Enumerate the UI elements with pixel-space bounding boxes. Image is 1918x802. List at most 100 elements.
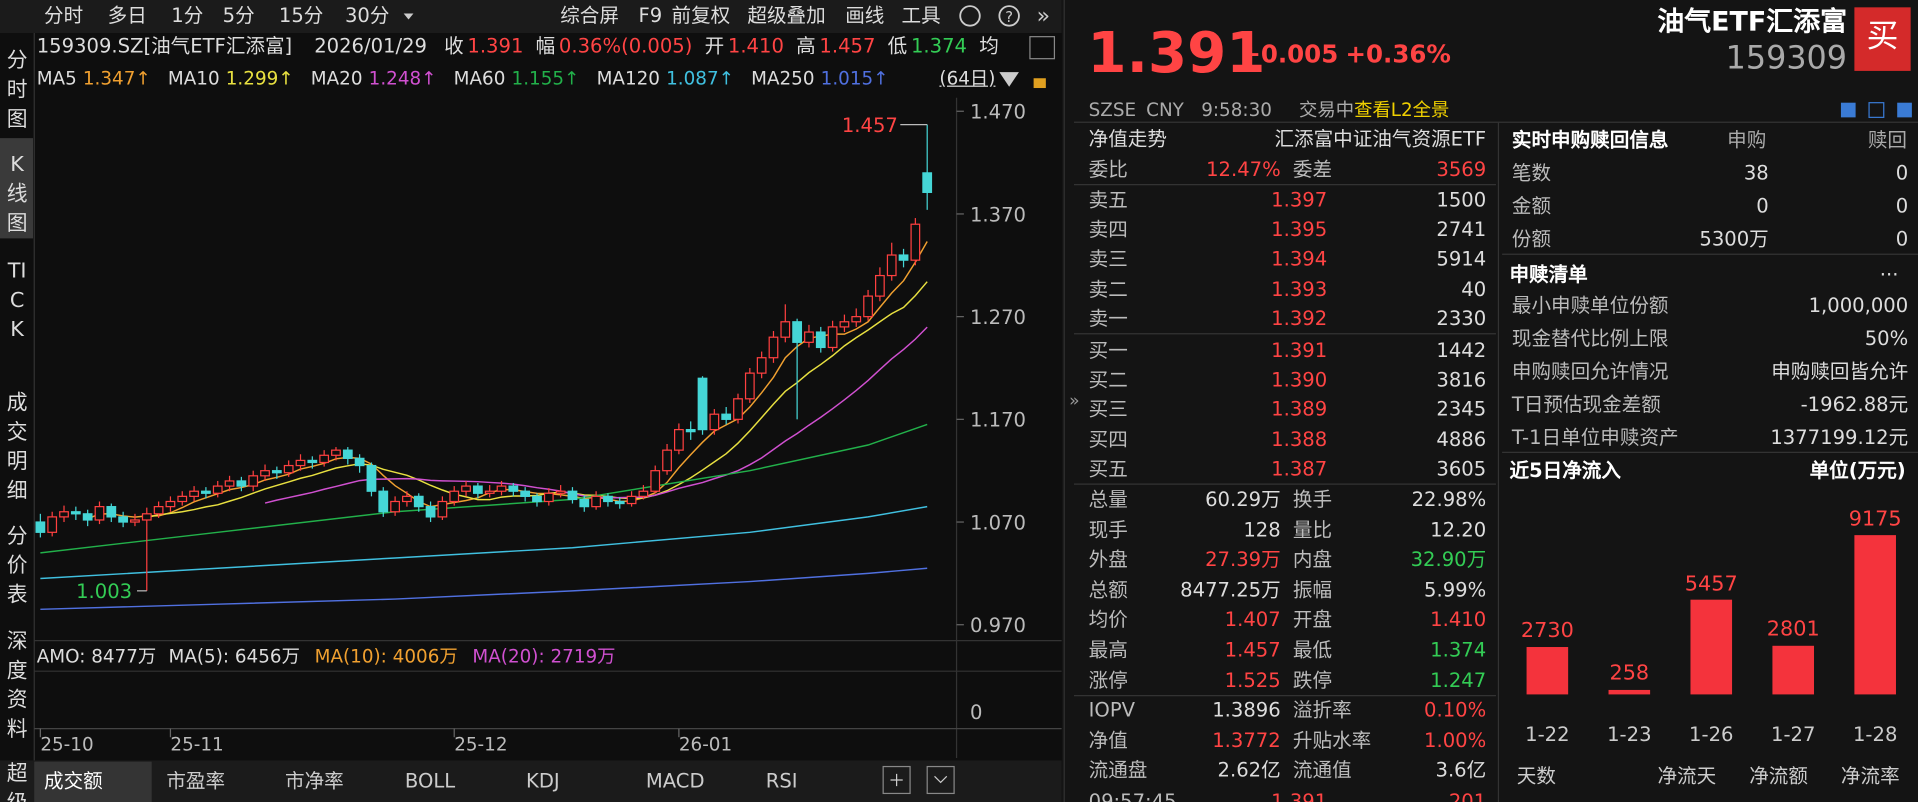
help-icon[interactable]: ? [1005, 9, 1013, 26]
tool-icon[interactable] [1897, 102, 1912, 118]
candle-body [709, 413, 720, 431]
sidebar-tab[interactable]: TICK [0, 257, 34, 345]
sidebar-tab[interactable]: 分价表 [0, 522, 34, 610]
sidebar-label[interactable]: 深度资料 [6, 629, 28, 743]
period-tab[interactable]: 15分 [278, 3, 324, 27]
expand-icon[interactable]: » [1069, 391, 1079, 411]
range-label[interactable]: (64日) [939, 67, 996, 90]
indicator-tab[interactable]: 市净率 [285, 768, 344, 793]
tick-price: 1.391 [1271, 789, 1328, 802]
candle-body [402, 495, 412, 503]
sidebar-label[interactable]: 成交明细 [6, 391, 28, 504]
ma-value: 1.155↑ [511, 67, 580, 90]
tool-button[interactable]: 工具 [901, 3, 941, 27]
candle-body [59, 511, 69, 518]
range-dropdown[interactable] [999, 72, 1019, 87]
indicator-tab[interactable]: BOLL [404, 768, 456, 793]
more-button[interactable]: ··· [1879, 262, 1899, 287]
buy-button[interactable]: 买 [1866, 18, 1899, 56]
indicator-tab[interactable]: RSI [765, 768, 798, 793]
stat-label: 现手 [1088, 517, 1128, 542]
row-value: 50% [1864, 326, 1909, 350]
candle-body [437, 500, 448, 518]
period-tab[interactable]: 多日 [107, 3, 147, 27]
sidebar-label[interactable]: 分价表 [6, 524, 28, 608]
tool-icon[interactable] [1868, 102, 1885, 118]
book-level: 卖二 [1088, 277, 1128, 301]
add-tab[interactable] [890, 773, 903, 787]
period-tab[interactable]: 5分 [222, 3, 255, 27]
sidebar-tab[interactable]: 超级 [0, 759, 34, 802]
book-price: 1.395 [1271, 217, 1328, 242]
stat-value: 3.6亿 [1435, 758, 1487, 782]
period-tab[interactable]: 1分 [171, 3, 204, 27]
sidebar-tab[interactable]: 深度资料 [0, 627, 34, 744]
settings-icon[interactable] [959, 5, 981, 27]
wp-icon[interactable] [1029, 36, 1056, 60]
candle-body [614, 500, 625, 505]
candle-body [508, 485, 519, 492]
book-label: 委比 [1088, 157, 1128, 181]
row-value: 0 [1756, 194, 1769, 218]
price-change: +0.005 [1240, 39, 1339, 69]
indicator-tab[interactable]: 成交额 [44, 768, 103, 793]
footer-tab[interactable]: 天数 [1516, 764, 1556, 788]
candle-body [177, 495, 188, 503]
book-volume: 4886 [1436, 427, 1487, 451]
help-icon[interactable] [998, 5, 1020, 27]
indicator-tab[interactable]: KDJ [525, 768, 560, 793]
sidebar-label[interactable]: 超级 [6, 761, 28, 802]
sidebar-tab[interactable]: 成交明细 [0, 389, 34, 506]
book-price: 1.392 [1271, 306, 1328, 330]
tool-button[interactable]: 综合屏 [560, 3, 619, 27]
tool-button[interactable]: 超级叠加 [747, 3, 826, 27]
sidebar-label[interactable]: 分时图 [6, 48, 28, 133]
indicator-tab[interactable]: MACD [645, 768, 705, 793]
more-tab[interactable] [926, 765, 955, 795]
footer-tab[interactable]: 净流率 [1840, 764, 1900, 788]
candle-body [780, 321, 791, 338]
buy-button[interactable] [1854, 7, 1911, 71]
stat-label: 跌停 [1292, 668, 1333, 692]
candle-body [201, 490, 211, 494]
volume-label: AMO: 8477万 [36, 645, 157, 668]
period-tab[interactable]: 分时 [44, 3, 84, 27]
candle-body [875, 274, 885, 297]
status-item[interactable]: 查看L2全景 [1354, 99, 1450, 122]
footer-tab[interactable]: 净流额 [1749, 764, 1808, 788]
indicator-tab[interactable]: 市盈率 [166, 768, 226, 793]
tool-button[interactable]: 画线 [845, 3, 885, 27]
add-tab[interactable] [882, 765, 911, 795]
candle-body [922, 172, 933, 193]
bar [1526, 647, 1569, 695]
sidebar-tab[interactable]: K线图 [0, 150, 34, 238]
candle-body [662, 449, 672, 472]
sidebar-tab[interactable]: 分时图 [0, 46, 34, 134]
stat-label: 均价 [1088, 608, 1128, 632]
quote-value: 1.374 [910, 34, 967, 58]
ma-name: MA10 [167, 67, 220, 90]
sidebar-label[interactable]: TICK [7, 259, 27, 343]
code: 159309.SZ[油气ETF汇添富] [36, 34, 293, 58]
lock-icon[interactable] [1033, 78, 1046, 89]
period-tab[interactable]: 30分 [344, 3, 390, 27]
tool-button[interactable]: 前复权 [671, 3, 731, 27]
sidebar-label[interactable]: K线图 [6, 152, 28, 236]
tool-button[interactable]: F9 [638, 3, 663, 27]
quote-value: 1.391 [467, 34, 524, 58]
candle-body [165, 500, 176, 508]
row-value: -1962.88元 [1800, 392, 1909, 416]
collapse-icon[interactable]: » [1037, 4, 1050, 29]
footer-tab[interactable]: 净流天 [1657, 764, 1717, 788]
bar [1854, 535, 1896, 695]
stat-value: 1.247 [1430, 668, 1487, 692]
x-tick-label: 25-10 [40, 735, 93, 756]
tick-time: 09:57:45 [1088, 789, 1177, 802]
book-value: 3569 [1436, 157, 1487, 181]
tool-icon[interactable] [1840, 102, 1856, 118]
volume-tick: 0 [970, 700, 983, 724]
ma-value: 1.347↑ [82, 67, 151, 90]
ma-line [264, 326, 928, 504]
dropdown-icon[interactable] [403, 13, 414, 20]
more-tab[interactable] [934, 775, 948, 784]
